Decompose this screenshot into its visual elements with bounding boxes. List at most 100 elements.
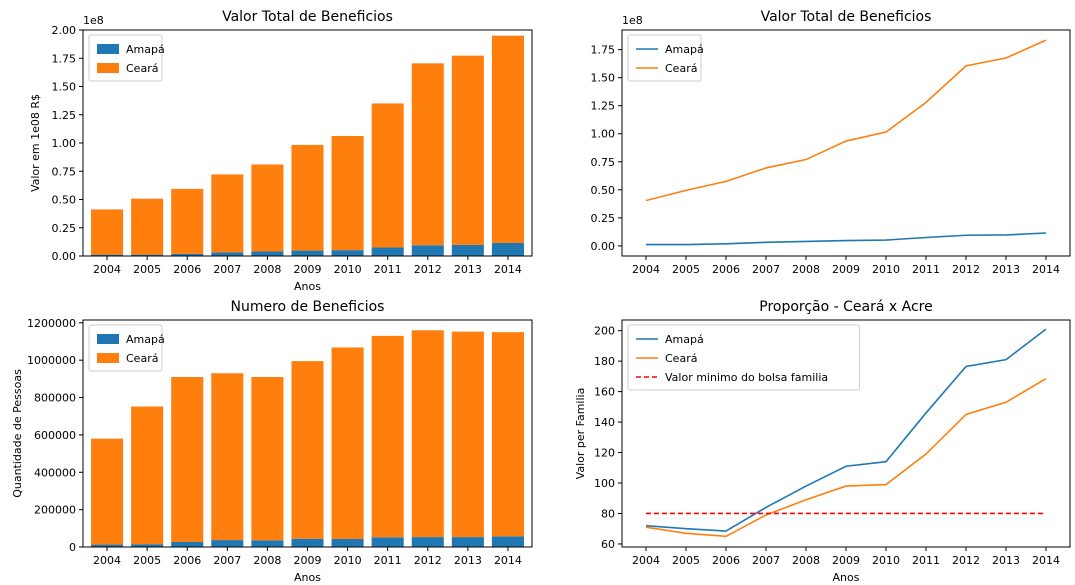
y-tick-label: 60 — [601, 538, 615, 551]
bar-ceara-2008 — [251, 164, 284, 252]
series-line-0 — [645, 328, 1047, 532]
chart-title: Numero de Beneficios — [231, 299, 385, 315]
x-tick-label: 2012 — [952, 263, 980, 276]
x-axis-label: Anos — [294, 571, 321, 584]
x-tick-label: 2014 — [494, 263, 522, 276]
legend: Amapá Ceará — [88, 324, 165, 372]
x-tick-label: 2007 — [752, 263, 780, 276]
bar-amapa-2005 — [131, 544, 164, 547]
x-tick-label: 2009 — [294, 263, 322, 276]
bar-ceara-2009 — [291, 144, 324, 251]
y-tick-label: 1.75 — [52, 52, 77, 65]
bar-amapa-2004 — [91, 254, 124, 256]
y-tick-label: 1200000 — [27, 317, 76, 330]
y-tick-label: 1000000 — [27, 354, 76, 367]
x-tick-label: 2011 — [374, 263, 402, 276]
x-tick-label: 2013 — [992, 263, 1020, 276]
x-tick-label: 2009 — [832, 263, 860, 276]
y-tick-label: 80 — [601, 507, 615, 520]
bar-amapa-2011 — [371, 247, 404, 256]
y-tick-label: 0.75 — [52, 165, 77, 178]
x-tick-label: 2011 — [912, 554, 940, 567]
x-tick-label: 2010 — [872, 263, 900, 276]
legend-box — [627, 324, 860, 391]
x-tick-label: 2011 — [912, 263, 940, 276]
x-tick-label: 2006 — [712, 554, 740, 567]
x-tick-label: 2010 — [872, 554, 900, 567]
x-tick-label: 2012 — [952, 554, 980, 567]
legend: Amapá Ceará Valor minimo do bolsa familia — [627, 324, 860, 391]
bar-amapa-2006 — [171, 541, 204, 547]
series-line-1 — [645, 377, 1047, 538]
x-tick-label: 2006 — [173, 263, 201, 276]
legend-label: Amapá — [126, 43, 165, 56]
y-tick-label: 0.00 — [52, 250, 77, 263]
y-tick-label: 1.25 — [591, 100, 616, 113]
legend-label: Ceará — [665, 352, 697, 365]
x-tick-label: 2009 — [832, 554, 860, 567]
legend-label: Ceará — [126, 352, 158, 365]
legend-label: Ceará — [126, 62, 158, 75]
bar-ceara-2010 — [331, 135, 364, 251]
legend-swatch — [97, 63, 119, 73]
x-tick-label: 2006 — [173, 554, 201, 567]
bar-ceara-2014 — [491, 332, 524, 537]
x-tick-label: 2005 — [133, 554, 161, 567]
y-tick-label: 180 — [594, 355, 615, 368]
x-tick-label: 2004 — [93, 554, 121, 567]
y-axis-label: Valor em 1e08 R$ — [29, 94, 42, 192]
y-tick-label: 1.50 — [591, 72, 616, 85]
y-tick-label: 1.00 — [591, 128, 616, 141]
legend-label: Ceará — [665, 62, 697, 75]
plot-frame — [82, 319, 533, 548]
bar-ceara-2005 — [131, 406, 164, 545]
y-tick-label: 140 — [594, 416, 615, 429]
y-tick-label: 0.00 — [591, 240, 616, 253]
chart-title: Valor Total de Beneficios — [761, 9, 932, 25]
bar-ceara-2011 — [371, 335, 404, 538]
x-axis-label: Anos — [294, 280, 321, 293]
bar-amapa-2008 — [251, 540, 284, 547]
x-tick-label: 2004 — [632, 263, 660, 276]
y-tick-label: 600000 — [34, 429, 76, 442]
bar-ceara-2011 — [371, 103, 404, 248]
bar-ceara-2008 — [251, 376, 284, 541]
plot-frame — [82, 29, 533, 257]
x-tick-label: 2012 — [414, 554, 442, 567]
y-tick-label: 1.50 — [52, 81, 77, 94]
bar-amapa-2008 — [251, 251, 284, 256]
x-tick-label: 2012 — [414, 263, 442, 276]
y-tick-label: 0.25 — [52, 222, 77, 235]
bar-amapa-2010 — [331, 538, 364, 547]
bar-amapa-2004 — [91, 544, 124, 547]
bar-ceara-2004 — [91, 438, 124, 545]
x-tick-label: 2010 — [334, 554, 362, 567]
bar-ceara-2012 — [411, 63, 444, 246]
bar-amapa-2007 — [211, 252, 244, 256]
x-tick-label: 2005 — [133, 263, 161, 276]
legend-label: Amapá — [665, 43, 704, 56]
bar-amapa-2012 — [411, 537, 444, 547]
y-tick-label: 0.75 — [591, 156, 616, 169]
legend: Amapá Ceará — [627, 34, 704, 82]
chart-title: Proporção - Ceará x Acre — [759, 299, 932, 315]
bar-amapa-2009 — [291, 250, 324, 256]
bar-amapa-2007 — [211, 540, 244, 547]
bar-amapa-2009 — [291, 538, 324, 547]
bar-amapa-2010 — [331, 250, 364, 256]
chart-top-right: Valor Total de Beneficios 1e8 0.00 0.25 0.50… — [591, 9, 1071, 276]
bar-ceara-2012 — [411, 330, 444, 538]
legend: Amapá Ceará — [88, 34, 165, 82]
x-tick-label: 2014 — [1032, 263, 1060, 276]
y-tick-label: 400000 — [34, 466, 76, 479]
y-tick-label: 160 — [594, 386, 615, 399]
axis-offset-label: 1e8 — [622, 14, 643, 27]
x-tick-label: 2011 — [374, 554, 402, 567]
y-tick-label: 800000 — [34, 392, 76, 405]
chart-title: Valor Total de Beneficios — [222, 9, 393, 25]
bar-ceara-2013 — [451, 55, 484, 245]
bar-ceara-2014 — [491, 35, 524, 244]
bar-amapa-2012 — [411, 245, 444, 256]
y-tick-label: 200 — [594, 325, 615, 338]
bar-ceara-2004 — [91, 209, 124, 255]
